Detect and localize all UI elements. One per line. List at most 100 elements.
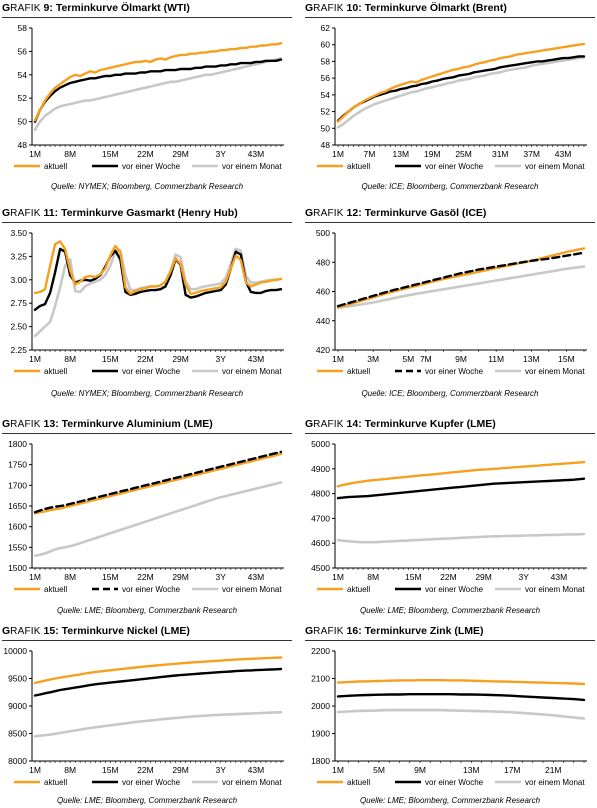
x-tick-label: 5M [402, 354, 414, 364]
y-tick-label: 4900 [311, 464, 330, 474]
x-tick-label: 22M [137, 572, 154, 582]
x-tick-label: 8M [367, 572, 379, 582]
y-tick-label: 440 [316, 316, 330, 326]
x-tick-label: 13M [393, 149, 410, 159]
y-tick-label: 8000 [8, 756, 27, 766]
series-line-monat [33, 57, 283, 132]
legend-label-aktuell: aktuell [347, 367, 370, 376]
legend-label-monat: vor einem Monat [525, 367, 585, 376]
chart-source: Quelle: NYMEX; Bloomberg, Commerzbank Re… [50, 182, 244, 191]
y-tick-label: 48 [18, 140, 28, 150]
title-rule [2, 640, 292, 641]
x-tick-label: 19M [424, 149, 441, 159]
title-rule [2, 433, 292, 434]
chart-panel-kupfer: GRAFIK 14: Terminkurve Kupfer (LME) 4500… [305, 418, 595, 618]
x-tick-label: 43M [551, 572, 568, 582]
chart-source: Quelle: LME; Bloomberg, Commerzbank Rese… [56, 796, 238, 805]
x-tick-label: 17M [504, 765, 521, 775]
y-tick-label: 1800 [311, 756, 330, 766]
legend-label-aktuell: aktuell [347, 778, 370, 787]
x-tick-label: 1M [332, 354, 344, 364]
title-rule [305, 17, 595, 18]
legend: aktuell vor einer Woche vor einem Monat [14, 367, 282, 376]
y-tick-label: 1750 [8, 460, 27, 470]
y-tick-label: 1900 [311, 729, 330, 739]
y-tick-label: 9000 [8, 701, 27, 711]
y-tick-label: 56 [321, 73, 331, 83]
chart-title: GRAFIK 15: Terminkurve Nickel (LME) [2, 625, 190, 637]
series-line-aktuell [336, 42, 586, 123]
y-tick-label: 50 [321, 123, 331, 133]
axes: 1500 1550 1600 1650 1700 1750 1800 1M 8M 15M 22M 29… [8, 439, 284, 582]
series-line-woche [33, 450, 283, 514]
chart-source: Quelle: ICE; Bloomberg, Commerzbank Rese… [361, 389, 539, 398]
legend: aktuell vor einer Woche vor einem Monat [317, 367, 585, 376]
x-tick-label: 1M [29, 149, 41, 159]
y-tick-label: 9500 [8, 674, 27, 684]
x-tick-label: 1M [29, 572, 41, 582]
legend-label-monat: vor einem Monat [525, 162, 585, 171]
y-tick-label: 54 [18, 70, 28, 80]
brent-chart: 48 50 52 54 56 58 60 62 1M 7M 13M 19M 25M 31M 37M 43M ak… [317, 23, 587, 171]
x-tick-label: 3Y [216, 572, 227, 582]
y-tick-label: 8500 [8, 729, 27, 739]
chart-title: GRAFIK 13: Terminkurve Aluminium (LME) [2, 418, 213, 430]
chart-title: GRAFIK 11: Terminkurve Gasmarkt (Henry H… [2, 207, 238, 219]
y-tick-label: 2.75 [10, 298, 27, 308]
chart-title: GRAFIK 14: Terminkurve Kupfer (LME) [305, 418, 496, 430]
x-tick-label: 13M [523, 354, 540, 364]
series-line-aktuell [33, 240, 283, 296]
x-tick-label: 3Y [519, 572, 530, 582]
chart-panel-aluminium: GRAFIK 13: Terminkurve Aluminium (LME) 1… [2, 418, 292, 618]
y-tick-label: 4500 [311, 563, 330, 573]
series-line-monat [33, 247, 283, 338]
x-tick-label: 43M [248, 765, 265, 775]
y-tick-label: 420 [316, 345, 330, 355]
series-line-aktuell [33, 42, 283, 122]
series-line-monat [33, 481, 283, 557]
chart-title: GRAFIK 9: Terminkurve Ölmarkt (WTI) [2, 2, 190, 14]
legend-label-woche: vor einer Woche [425, 778, 484, 787]
series-line-monat [336, 265, 586, 309]
henry-hub-chart: 2.25 2.50 2.75 3.00 3.25 3.50 1M 8M 15M 22M 29M 3Y 4… [10, 228, 284, 376]
x-tick-label: 3M [367, 354, 379, 364]
y-tick-label: 480 [316, 257, 330, 267]
legend: aktuell vor einer Woche vor einem Monat [14, 778, 282, 787]
legend-label-woche: vor einer Woche [425, 585, 484, 594]
legend-label-woche: vor einer Woche [425, 162, 484, 171]
x-tick-label: 9M [455, 354, 467, 364]
chart-title: GRAFIK 12: Terminkurve Gasöl (ICE) [305, 207, 487, 219]
y-tick-label: 500 [316, 228, 330, 238]
series-line-monat [336, 55, 586, 129]
y-tick-label: 52 [321, 107, 331, 117]
y-tick-label: 52 [18, 93, 28, 103]
chart-source: Quelle: ICE; Bloomberg, Commerzbank Rese… [361, 182, 539, 191]
series-line-woche [336, 55, 586, 123]
series-line-aktuell [33, 656, 283, 685]
x-tick-label: 21M [545, 765, 562, 775]
x-tick-label: 8M [64, 149, 76, 159]
chart-panel-brent: GRAFIK 10: Terminkurve Ölmarkt (Brent) 4… [305, 2, 595, 194]
aluminium-chart: 1500 1550 1600 1650 1700 1750 1800 1M 8M 15M 22M 29… [8, 439, 284, 594]
x-tick-label: 43M [555, 149, 572, 159]
x-tick-label: 29M [475, 572, 492, 582]
y-tick-label: 62 [321, 23, 331, 33]
series-line-aktuell [33, 452, 283, 515]
legend-label-woche: vor einer Woche [122, 367, 181, 376]
zink-chart: 1800 1900 2000 2100 2200 1M 5M 9M 13M 17M 21M aktue… [311, 646, 587, 787]
legend-label-woche: vor einer Woche [122, 585, 181, 594]
x-tick-label: 7M [420, 354, 432, 364]
legend-label-woche: vor einer Woche [122, 162, 181, 171]
x-tick-label: 8M [64, 572, 76, 582]
chart-title: GRAFIK 16: Terminkurve Zink (LME) [305, 625, 484, 637]
legend-label-monat: vor einem Monat [222, 585, 282, 594]
x-tick-label: 8M [64, 354, 76, 364]
series-line-woche [336, 251, 586, 308]
y-tick-label: 2200 [311, 646, 330, 656]
y-tick-label: 1500 [8, 563, 27, 573]
legend-label-monat: vor einem Monat [525, 778, 585, 787]
legend-label-aktuell: aktuell [44, 367, 67, 376]
chart-panel-gasoel: GRAFIK 12: Terminkurve Gasöl (ICE) 420 44… [305, 207, 595, 401]
legend-label-monat: vor einem Monat [525, 585, 585, 594]
x-tick-label: 11M [488, 354, 504, 364]
